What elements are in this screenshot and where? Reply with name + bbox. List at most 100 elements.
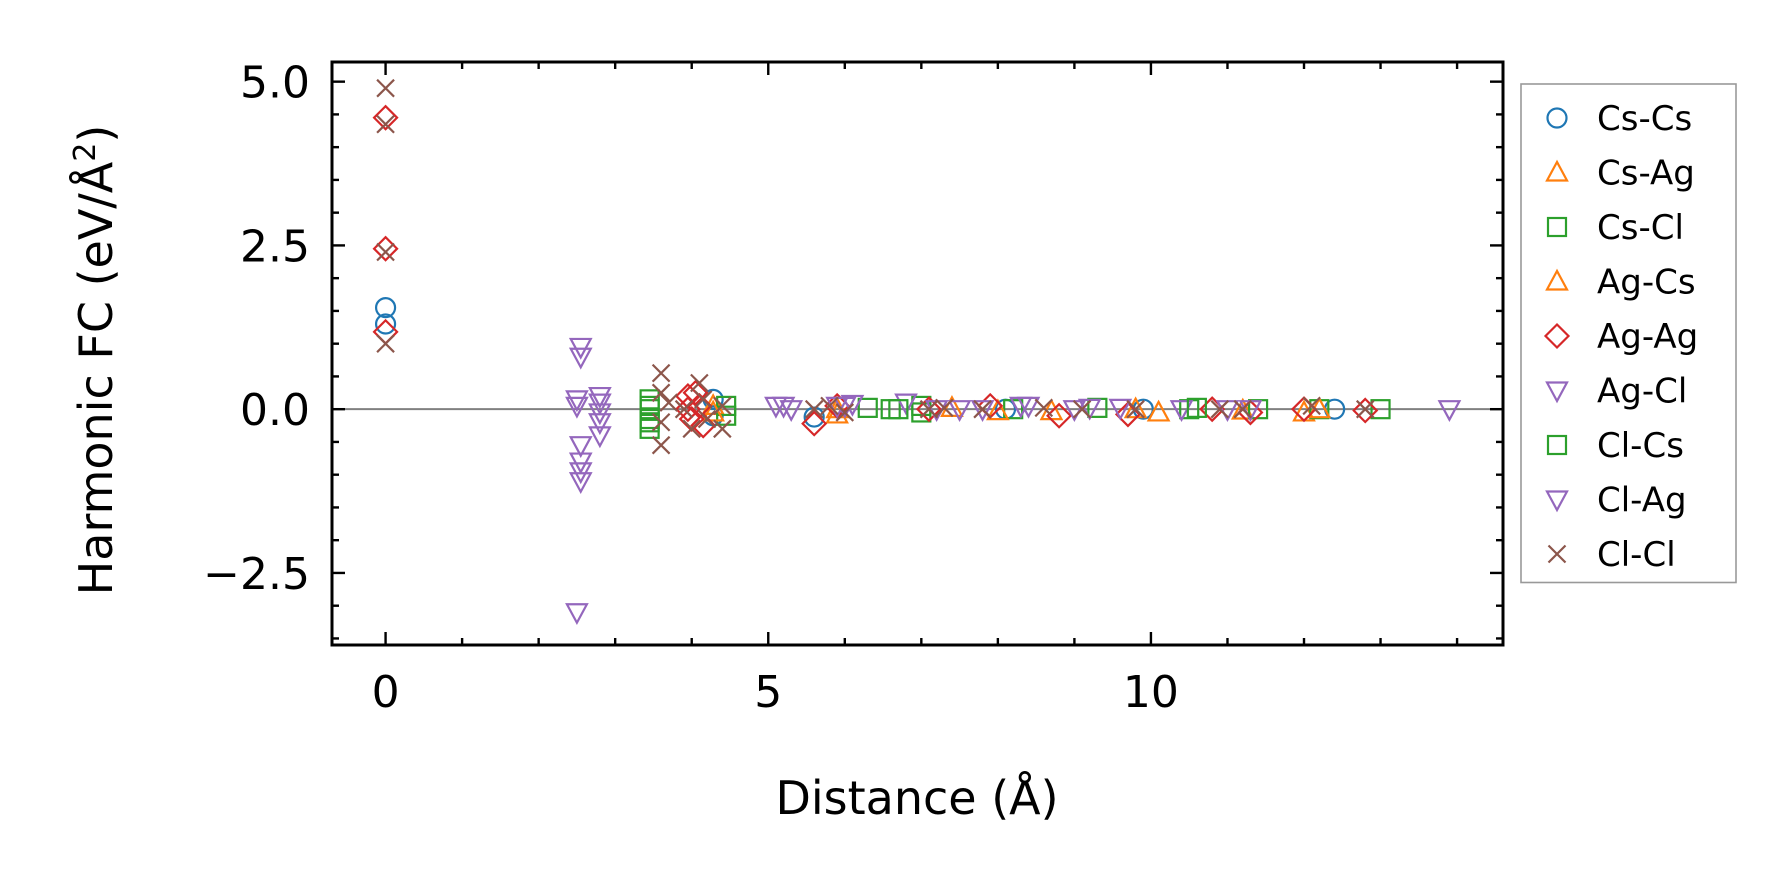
- data-point: [639, 412, 660, 433]
- data-point: [568, 436, 593, 459]
- data-point: [674, 399, 694, 419]
- legend-marker: [1546, 107, 1568, 129]
- data-point: [1186, 397, 1207, 418]
- plot-frame: [330, 60, 1505, 647]
- data-point: [651, 383, 671, 403]
- data-point: [659, 393, 679, 412]
- data-point: [651, 413, 671, 432]
- data-point: [1230, 397, 1255, 420]
- data-point: [820, 396, 839, 416]
- axes: 0 5 10 −2.5 0.0 2.5 5.0: [203, 58, 1505, 718]
- data-point: [915, 396, 943, 423]
- data-point: [651, 435, 671, 455]
- legend-label: Cl-Ag: [1597, 481, 1687, 521]
- series-cl-cs: [639, 395, 1207, 433]
- legend-item: Ag-Ag: [1543, 317, 1698, 357]
- data-point: [986, 398, 1010, 421]
- data-point: [1355, 399, 1375, 419]
- legend-label: Cs-Cl: [1597, 208, 1684, 248]
- data-point: [693, 390, 713, 409]
- data-point: [682, 379, 709, 406]
- data-point: [840, 394, 865, 417]
- legend-item: Cl-Cs: [1546, 426, 1684, 466]
- x-tick-label: 0: [372, 667, 400, 718]
- data-point: [1352, 397, 1379, 424]
- data-point: [771, 396, 796, 419]
- legend-item: Cs-Ag: [1545, 154, 1695, 194]
- legend-item: Cs-Cl: [1546, 208, 1684, 248]
- legend-item: Cs-Cs: [1546, 99, 1692, 139]
- data-point: [935, 398, 954, 418]
- data-point: [372, 318, 399, 345]
- data-point: [804, 399, 824, 419]
- data-point: [588, 386, 612, 409]
- x-tick-label: 5: [754, 667, 782, 718]
- data-point: [565, 603, 589, 626]
- y-axis-title-close: ): [69, 125, 123, 143]
- data-point: [565, 396, 589, 419]
- y-axis-title-sup: 2: [68, 143, 103, 162]
- data-point: [1046, 402, 1073, 429]
- data-point: [1210, 399, 1230, 419]
- legend-label: Cl-Cs: [1597, 426, 1684, 466]
- data-point: [588, 426, 612, 449]
- data-point: [1146, 399, 1171, 422]
- data-point: [1302, 396, 1321, 416]
- data-point: [678, 405, 705, 433]
- data-point: [588, 393, 612, 416]
- data-point: [1233, 399, 1253, 419]
- data-point: [374, 297, 397, 319]
- data-point: [372, 235, 399, 262]
- legend-marker: [1546, 434, 1568, 456]
- data-point: [894, 393, 918, 416]
- legend-marker: [1547, 544, 1567, 564]
- data-points-layer: [332, 78, 1503, 626]
- legend-label: Ag-Ag: [1597, 317, 1698, 357]
- x-axis-title: Distance (Å): [775, 771, 1058, 825]
- data-point: [1169, 400, 1194, 422]
- data-point: [1370, 399, 1391, 420]
- legend-marker: [1543, 322, 1571, 350]
- data-point: [376, 78, 395, 98]
- data-point: [1108, 398, 1133, 421]
- legend-label: Cs-Cs: [1597, 99, 1692, 139]
- data-point: [973, 399, 992, 419]
- legend-marker: [1545, 381, 1569, 404]
- data-point: [1077, 398, 1102, 421]
- y-axis-title: Harmonic FC (eV/Å2): [68, 125, 124, 596]
- y-tick-label: 5.0: [240, 58, 310, 109]
- data-point: [376, 242, 395, 262]
- data-point: [970, 400, 995, 422]
- data-point: [888, 399, 909, 420]
- legend-item: Ag-Cl: [1545, 372, 1687, 412]
- data-point: [713, 419, 732, 439]
- data-point: [803, 406, 825, 428]
- series-ag-ag: [372, 104, 1379, 439]
- data-point: [801, 410, 828, 437]
- data-point: [697, 409, 717, 429]
- data-point: [1072, 399, 1092, 419]
- data-point: [911, 402, 932, 423]
- data-point: [639, 395, 660, 417]
- data-point: [919, 399, 939, 419]
- legend-marker: [1545, 490, 1569, 513]
- data-point: [568, 472, 593, 495]
- y-axis-title-main: Harmonic FC (eV/Å: [69, 161, 123, 595]
- x-tick-label: 10: [1123, 667, 1179, 718]
- data-point: [1437, 400, 1462, 422]
- data-point: [857, 397, 878, 418]
- legend-label: Ag-Cl: [1597, 372, 1687, 412]
- data-point: [1008, 396, 1033, 419]
- data-point: [835, 403, 855, 422]
- legend-label: Cs-Ag: [1597, 154, 1695, 194]
- data-point: [1034, 398, 1054, 418]
- y-tick-label: 0.0: [240, 385, 310, 436]
- data-point: [376, 334, 395, 353]
- data-point: [947, 400, 972, 422]
- legend-item: Cl-Ag: [1545, 481, 1687, 521]
- y-tick-label: 2.5: [240, 221, 310, 272]
- legend-item: Ag-Cs: [1545, 263, 1696, 303]
- data-point: [651, 363, 671, 383]
- legend-marker: [1545, 159, 1569, 182]
